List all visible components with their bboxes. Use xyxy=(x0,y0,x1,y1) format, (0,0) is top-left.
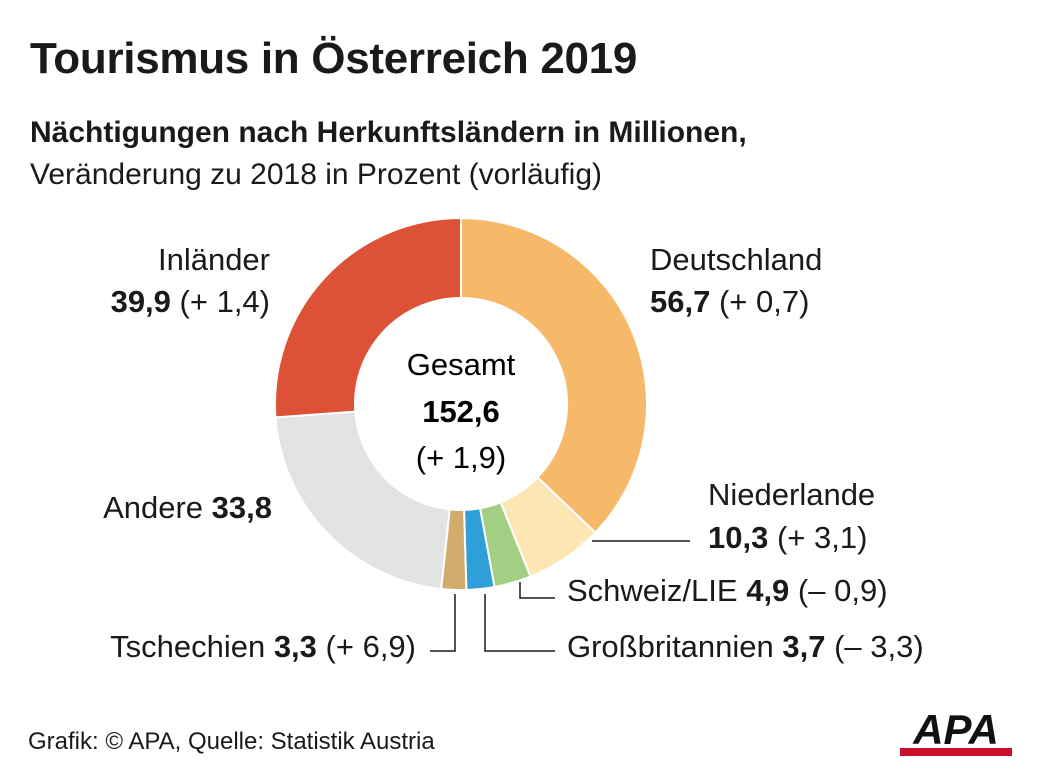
slice-name-großbritannien: Großbritannien xyxy=(567,629,782,664)
slice-value-niederlande: 10,3 xyxy=(708,520,768,555)
donut-chart: Deutschland 56,7 (+ 0,7) Niederlande 10,3 (… xyxy=(103,216,924,664)
slice-value-tschechien: 3,3 xyxy=(274,629,317,664)
apa-logo-bar xyxy=(900,748,1012,756)
slice-change-deutschland: (+ 0,7) xyxy=(710,284,809,319)
slice-change-tschechien: (+ 6,9) xyxy=(317,629,416,664)
chart-title: Tourismus in Österreich 2019 xyxy=(30,34,638,83)
slice-value-label-niederlande: 10,3 (+ 3,1) xyxy=(708,520,867,555)
leader-line-schweiz-lie xyxy=(519,582,555,599)
slice-value-schweiz-lie: 4,9 xyxy=(746,573,789,608)
slice-label-tschechien: Tschechien 3,3 (+ 6,9) xyxy=(110,629,416,664)
slice-change-inländer: (+ 1,4) xyxy=(171,284,270,319)
slice-change-großbritannien: (– 3,3) xyxy=(826,629,924,664)
leader-line-großbritannien xyxy=(484,594,555,652)
slice-label-schweiz-lie: Schweiz/LIE 4,9 (– 0,9) xyxy=(567,573,888,608)
center-label: Gesamt 152,6 (+ 1,9) xyxy=(407,347,516,475)
donut-slice-inländer xyxy=(274,216,462,419)
center-total-label: Gesamt xyxy=(407,347,516,382)
slice-name-schweiz-lie: Schweiz/LIE xyxy=(567,573,746,608)
slice-name-inländer: Inländer xyxy=(158,242,270,277)
donut-slice-andere xyxy=(274,410,451,591)
chart-subtitle: Nächtigungen nach Herkunftsländern in Mi… xyxy=(30,116,747,149)
slice-name-tschechien: Tschechien xyxy=(110,629,274,664)
slice-name-andere: Andere xyxy=(103,490,212,525)
slice-label-andere: Andere 33,8 xyxy=(103,490,272,525)
slice-name-deutschland: Deutschland xyxy=(650,242,822,277)
leader-line-tschechien xyxy=(430,594,456,652)
slice-value-inländer: 39,9 xyxy=(111,284,171,319)
center-total-change: (+ 1,9) xyxy=(416,440,506,475)
donut-slice-deutschland xyxy=(460,216,648,535)
slice-change-niederlande: (+ 3,1) xyxy=(768,520,867,555)
source-note: Grafik: © APA, Quelle: Statistik Austria xyxy=(28,728,435,755)
leader-lines xyxy=(430,540,690,652)
apa-logo: APA xyxy=(898,708,1014,758)
slice-value-andere: 33,8 xyxy=(212,490,272,525)
slice-value-label-deutschland: 56,7 (+ 0,7) xyxy=(650,284,809,319)
donut-slices xyxy=(274,216,648,591)
slice-value-deutschland: 56,7 xyxy=(650,284,710,319)
slice-value-label-inländer: 39,9 (+ 1,4) xyxy=(111,284,270,319)
slice-value-großbritannien: 3,7 xyxy=(782,629,825,664)
apa-logo-text: APA xyxy=(912,708,999,753)
chart-subtitle-note: Veränderung zu 2018 in Prozent (vorläufi… xyxy=(30,158,603,191)
slice-change-schweiz-lie: (– 0,9) xyxy=(789,573,887,608)
slice-labels: Deutschland 56,7 (+ 0,7) Niederlande 10,3 (… xyxy=(103,242,924,664)
slice-name-niederlande: Niederlande xyxy=(708,477,875,512)
slice-label-großbritannien: Großbritannien 3,7 (– 3,3) xyxy=(567,629,924,664)
center-total-value: 152,6 xyxy=(422,394,500,429)
